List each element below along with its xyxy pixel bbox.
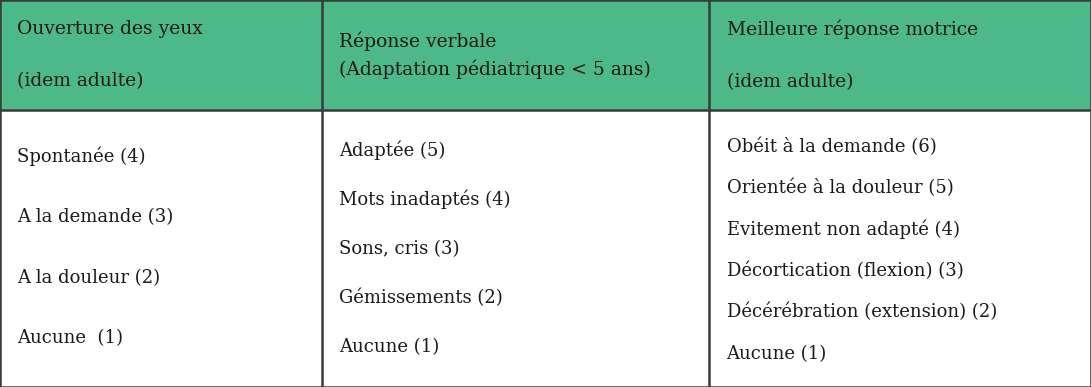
Bar — [0, 0, 322, 110]
Text: Spontanée (4): Spontanée (4) — [17, 146, 146, 166]
Text: Aucune (1): Aucune (1) — [339, 339, 440, 356]
Bar — [709, 0, 1091, 110]
Bar — [709, 110, 1091, 387]
Text: Obéit à la demande (6): Obéit à la demande (6) — [727, 137, 936, 156]
Text: Meilleure réponse motrice

(idem adulte): Meilleure réponse motrice (idem adulte) — [727, 20, 978, 91]
Text: Evitement non adapté (4): Evitement non adapté (4) — [727, 220, 960, 239]
Text: Décortication (flexion) (3): Décortication (flexion) (3) — [727, 262, 963, 280]
Text: Aucune (1): Aucune (1) — [727, 345, 827, 363]
Text: Réponse verbale
(Adaptation pédiatrique < 5 ans): Réponse verbale (Adaptation pédiatrique … — [339, 31, 651, 79]
Text: A la douleur (2): A la douleur (2) — [17, 269, 160, 287]
Bar — [322, 0, 709, 110]
Text: Décérébration (extension) (2): Décérébration (extension) (2) — [727, 303, 997, 322]
Bar — [0, 110, 322, 387]
Text: Sons, cris (3): Sons, cris (3) — [339, 240, 459, 258]
Text: Orientée à la douleur (5): Orientée à la douleur (5) — [727, 179, 954, 197]
Text: Ouverture des yeux

(idem adulte): Ouverture des yeux (idem adulte) — [17, 21, 203, 90]
Bar — [322, 110, 709, 387]
Text: Aucune  (1): Aucune (1) — [17, 329, 123, 348]
Text: Mots inadaptés (4): Mots inadaptés (4) — [339, 190, 511, 209]
Text: Gémissements (2): Gémissements (2) — [339, 289, 503, 308]
Text: Adaptée (5): Adaptée (5) — [339, 140, 446, 160]
Text: A la demande (3): A la demande (3) — [17, 208, 173, 226]
